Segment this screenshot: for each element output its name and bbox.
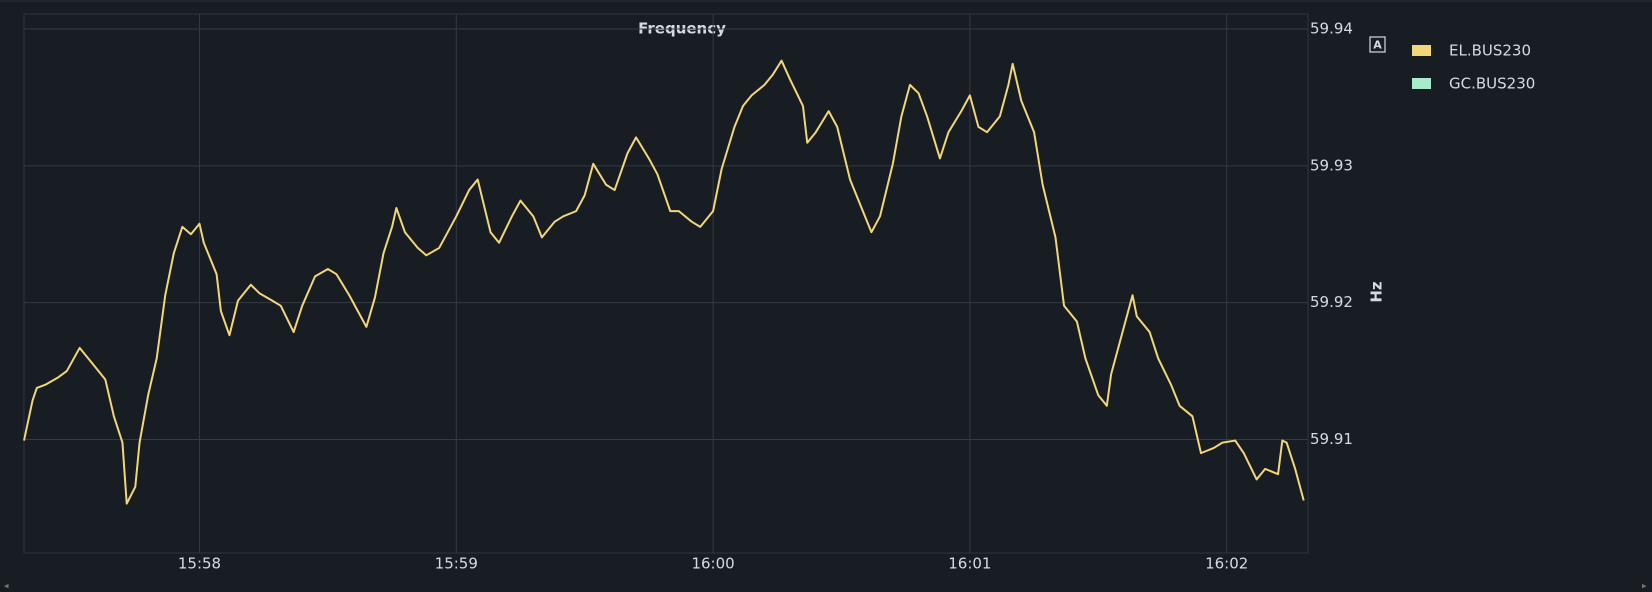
x-tick-label: 16:00 bbox=[691, 555, 734, 573]
y-axis-label: Hz bbox=[1368, 281, 1386, 303]
x-tick-label: 15:59 bbox=[435, 555, 478, 573]
x-tick-label: 15:58 bbox=[178, 555, 221, 573]
annotation-icon[interactable] bbox=[1369, 36, 1386, 53]
y-tick-label: 59.91 bbox=[1310, 430, 1353, 448]
x-tick-label: 16:02 bbox=[1205, 555, 1248, 573]
y-tick-label: 59.92 bbox=[1310, 293, 1353, 311]
y-tick-label: 59.94 bbox=[1310, 20, 1353, 38]
legend-swatch bbox=[1412, 78, 1431, 89]
scroll-right[interactable]: ▸ bbox=[1642, 582, 1647, 592]
x-tick-label: 16:01 bbox=[948, 555, 991, 573]
chart-title: Frequency bbox=[638, 20, 726, 38]
scroll-left[interactable]: ◂ bbox=[4, 582, 9, 592]
y-tick-label: 59.93 bbox=[1310, 156, 1353, 174]
legend-label[interactable]: EL.BUS230 bbox=[1449, 42, 1531, 60]
plot-frame bbox=[23, 13, 1309, 554]
series-line bbox=[23, 59, 1305, 505]
annotation-icon-label[interactable]: A bbox=[1373, 39, 1382, 52]
legend-swatch bbox=[1412, 45, 1431, 56]
legend-label[interactable]: GC.BUS230 bbox=[1449, 75, 1535, 93]
